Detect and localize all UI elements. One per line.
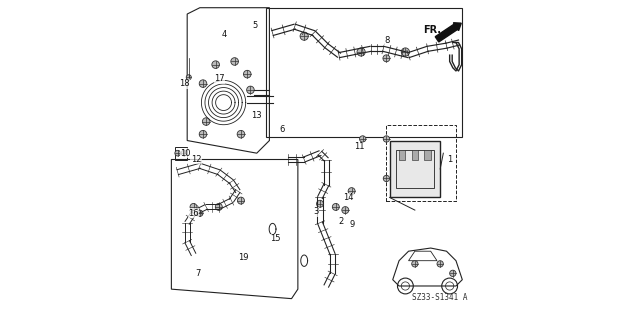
Circle shape: [190, 204, 197, 211]
Circle shape: [383, 136, 390, 142]
Circle shape: [412, 261, 418, 267]
Text: 9: 9: [350, 220, 355, 229]
Circle shape: [231, 58, 239, 65]
Circle shape: [175, 150, 180, 156]
Text: SZ33-S1341 A: SZ33-S1341 A: [412, 293, 468, 301]
Circle shape: [401, 48, 410, 56]
Text: 3: 3: [314, 207, 319, 216]
Bar: [266, 8, 462, 137]
Circle shape: [332, 204, 339, 211]
Circle shape: [243, 70, 251, 78]
Bar: [412, 150, 418, 160]
Text: 5: 5: [252, 21, 257, 30]
Circle shape: [202, 118, 210, 125]
Text: 12: 12: [191, 155, 202, 164]
Text: 7: 7: [196, 269, 201, 278]
Text: 13: 13: [252, 111, 262, 120]
Bar: [424, 150, 431, 160]
Circle shape: [215, 204, 222, 211]
Text: 15: 15: [271, 234, 281, 243]
Text: 8: 8: [385, 36, 390, 45]
Circle shape: [357, 48, 365, 56]
Circle shape: [237, 197, 244, 204]
Circle shape: [199, 130, 207, 138]
Circle shape: [181, 150, 187, 156]
Circle shape: [437, 261, 444, 267]
Text: 10: 10: [180, 149, 191, 158]
Text: 17: 17: [214, 74, 225, 83]
Text: 4: 4: [221, 30, 227, 39]
Circle shape: [317, 200, 323, 207]
Circle shape: [199, 80, 207, 87]
Bar: [387, 125, 456, 201]
Bar: [399, 150, 405, 160]
Circle shape: [348, 188, 355, 195]
FancyArrow shape: [435, 23, 461, 42]
Bar: [396, 150, 434, 188]
Circle shape: [237, 130, 244, 138]
Text: 14: 14: [343, 193, 354, 202]
Text: 18: 18: [179, 79, 189, 88]
Bar: [390, 141, 440, 197]
Circle shape: [246, 86, 254, 94]
Circle shape: [196, 210, 203, 216]
Text: 11: 11: [355, 142, 365, 151]
Circle shape: [450, 270, 456, 277]
Circle shape: [383, 175, 390, 182]
Circle shape: [212, 61, 220, 69]
Circle shape: [300, 32, 308, 40]
Text: 19: 19: [238, 253, 249, 262]
Text: 16: 16: [188, 209, 199, 218]
Circle shape: [342, 207, 349, 214]
Circle shape: [186, 75, 191, 80]
Text: FR.: FR.: [423, 25, 441, 35]
Circle shape: [383, 55, 390, 62]
Text: 2: 2: [338, 217, 343, 226]
Text: 1: 1: [447, 155, 452, 164]
Text: 6: 6: [280, 125, 285, 134]
Circle shape: [360, 136, 366, 142]
